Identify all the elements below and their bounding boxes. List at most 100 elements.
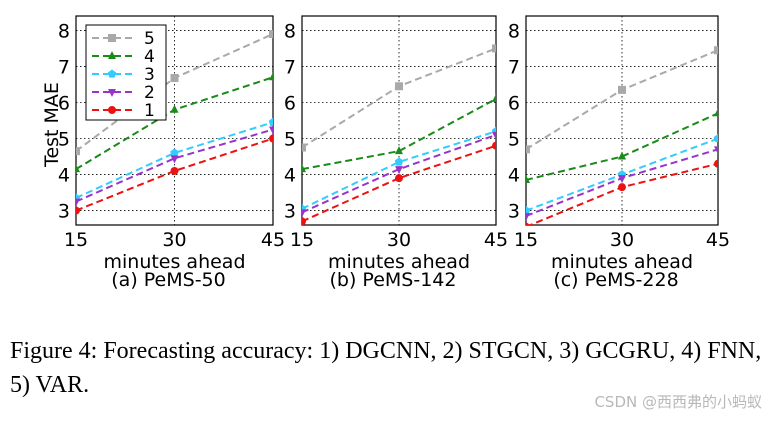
legend-marker-1 <box>108 106 116 114</box>
legend-item-1: 1 <box>92 101 155 121</box>
data-point-2 <box>714 146 718 155</box>
subplot-title: (c) PeMS-228 <box>553 269 678 291</box>
y-axis-label: Test MAE <box>41 82 63 168</box>
data-point-4 <box>492 93 496 102</box>
subplot-title: (b) PeMS-142 <box>330 269 457 291</box>
x-tick-label: 45 <box>706 229 730 251</box>
data-point-2 <box>170 155 179 164</box>
data-point-4 <box>395 146 403 155</box>
data-point-1 <box>302 217 306 225</box>
legend-label: 4 <box>144 47 155 67</box>
legend-marker-5 <box>108 34 116 42</box>
legend-marker-2 <box>108 89 116 97</box>
data-point-2 <box>618 175 626 184</box>
data-point-3 <box>713 134 718 143</box>
x-axis-label: minutes ahead <box>328 251 470 273</box>
data-point-2 <box>395 166 403 175</box>
data-point-1 <box>395 174 403 183</box>
x-tick-label: 15 <box>290 229 314 251</box>
x-tick-label: 45 <box>261 229 285 251</box>
y-tick-label: 3 <box>284 201 296 223</box>
data-point-5 <box>526 145 530 154</box>
data-point-2 <box>526 212 530 221</box>
data-point-4 <box>302 164 306 173</box>
y-tick-label: 3 <box>508 201 520 223</box>
data-point-3 <box>268 117 273 126</box>
data-point-4 <box>76 164 80 173</box>
legend-label: 2 <box>144 83 155 103</box>
series-group <box>526 46 718 225</box>
legend-label: 5 <box>144 29 155 49</box>
y-tick-label: 4 <box>508 165 520 187</box>
series-line-1 <box>302 144 496 223</box>
data-point-5 <box>618 85 626 94</box>
data-point-1 <box>269 134 273 143</box>
data-point-1 <box>170 166 179 175</box>
data-point-2 <box>269 126 273 135</box>
x-tick-label: 15 <box>64 229 88 251</box>
y-tick-label: 7 <box>508 56 520 78</box>
data-point-5 <box>269 30 273 39</box>
legend-item-3: 3 <box>92 65 155 85</box>
x-tick-label: 30 <box>387 229 411 251</box>
data-point-4 <box>618 151 626 160</box>
x-axis-label: minutes ahead <box>551 251 693 273</box>
data-point-1 <box>526 222 530 225</box>
data-point-4 <box>526 174 530 183</box>
data-point-3 <box>526 206 531 215</box>
y-tick-label: 6 <box>508 92 520 114</box>
legend-marker-4 <box>108 51 116 59</box>
y-tick-label: 6 <box>58 92 70 114</box>
data-point-1 <box>76 206 80 215</box>
y-tick-label: 8 <box>508 20 520 42</box>
data-point-1 <box>492 141 496 150</box>
data-point-4 <box>714 108 718 117</box>
figure-caption: Figure 4: Forecasting accuracy: 1) DGCNN… <box>10 338 762 398</box>
x-tick-label: 15 <box>514 229 538 251</box>
y-tick-label: 4 <box>58 165 70 187</box>
legend-item-5: 5 <box>92 29 155 49</box>
series-line-3 <box>302 130 496 210</box>
series-line-2 <box>302 133 496 214</box>
data-point-2 <box>76 198 80 207</box>
y-tick-label: 5 <box>58 129 70 151</box>
legend-item-2: 2 <box>92 83 155 103</box>
x-axis-label: minutes ahead <box>103 251 245 273</box>
series-group <box>302 44 496 225</box>
legend-label: 3 <box>144 65 155 85</box>
x-tick-label: 30 <box>610 229 634 251</box>
data-point-5 <box>492 44 496 53</box>
data-point-5 <box>76 147 80 156</box>
data-point-3 <box>394 157 404 166</box>
data-point-1 <box>714 159 718 168</box>
data-point-5 <box>714 46 718 55</box>
y-tick-label: 3 <box>58 201 70 223</box>
series-group <box>76 30 273 215</box>
data-point-4 <box>170 104 179 113</box>
legend-label: 1 <box>144 101 155 121</box>
y-tick-label: 8 <box>58 20 70 42</box>
series-line-3 <box>76 121 273 199</box>
x-tick-label: 30 <box>162 229 186 251</box>
data-point-1 <box>618 183 626 192</box>
series-line-2 <box>76 128 273 203</box>
data-point-5 <box>170 73 179 82</box>
watermark: CSDN @西西弗的小蚂蚁 <box>594 393 762 411</box>
y-tick-label: 7 <box>58 56 70 78</box>
data-point-2 <box>302 209 306 218</box>
subplot-title: (a) PeMS-50 <box>111 269 225 291</box>
y-tick-label: 7 <box>284 56 296 78</box>
data-point-3 <box>170 148 179 157</box>
legend-item-4: 4 <box>92 47 155 67</box>
y-tick-label: 5 <box>284 129 296 151</box>
legend-marker-3 <box>107 69 117 78</box>
plot-frame <box>525 15 719 226</box>
legend-box <box>85 24 167 121</box>
series-line-1 <box>76 137 273 212</box>
y-tick-label: 4 <box>284 165 296 187</box>
